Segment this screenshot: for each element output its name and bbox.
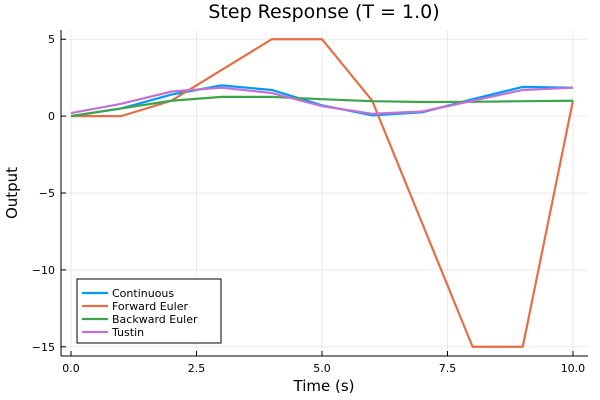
y-axis-label: Output xyxy=(3,167,21,219)
x-tick-label: 7.5 xyxy=(439,362,457,375)
series xyxy=(70,38,575,348)
x-tick-label: 0.0 xyxy=(62,362,80,375)
legend-label-tustin: Tustin xyxy=(111,326,144,339)
y-tick-label: 5 xyxy=(48,33,55,46)
legend-label-continuous: Continuous xyxy=(112,287,174,300)
x-tick-label: 10.0 xyxy=(561,362,586,375)
y-tick-label: −5 xyxy=(39,187,55,200)
ticks: 0.0 2.5 5.0 7.5 10.0 −15 −10 −5 0 5 xyxy=(32,33,585,375)
legend-label-backward-euler: Backward Euler xyxy=(112,313,198,326)
y-tick-label: −10 xyxy=(32,264,55,277)
y-tick-label: −15 xyxy=(32,341,55,354)
series-line-backward-euler xyxy=(70,95,573,118)
x-tick-label: 2.5 xyxy=(188,362,206,375)
x-tick-label: 5.0 xyxy=(313,362,331,375)
y-tick-label: 0 xyxy=(48,110,55,123)
series-line-tustin xyxy=(70,86,573,115)
legend-label-forward-euler: Forward Euler xyxy=(112,300,188,313)
x-axis-label: Time (s) xyxy=(293,377,355,395)
series-line-forward-euler xyxy=(71,38,575,348)
chart-title: Step Response (T = 1.0) xyxy=(208,1,439,23)
